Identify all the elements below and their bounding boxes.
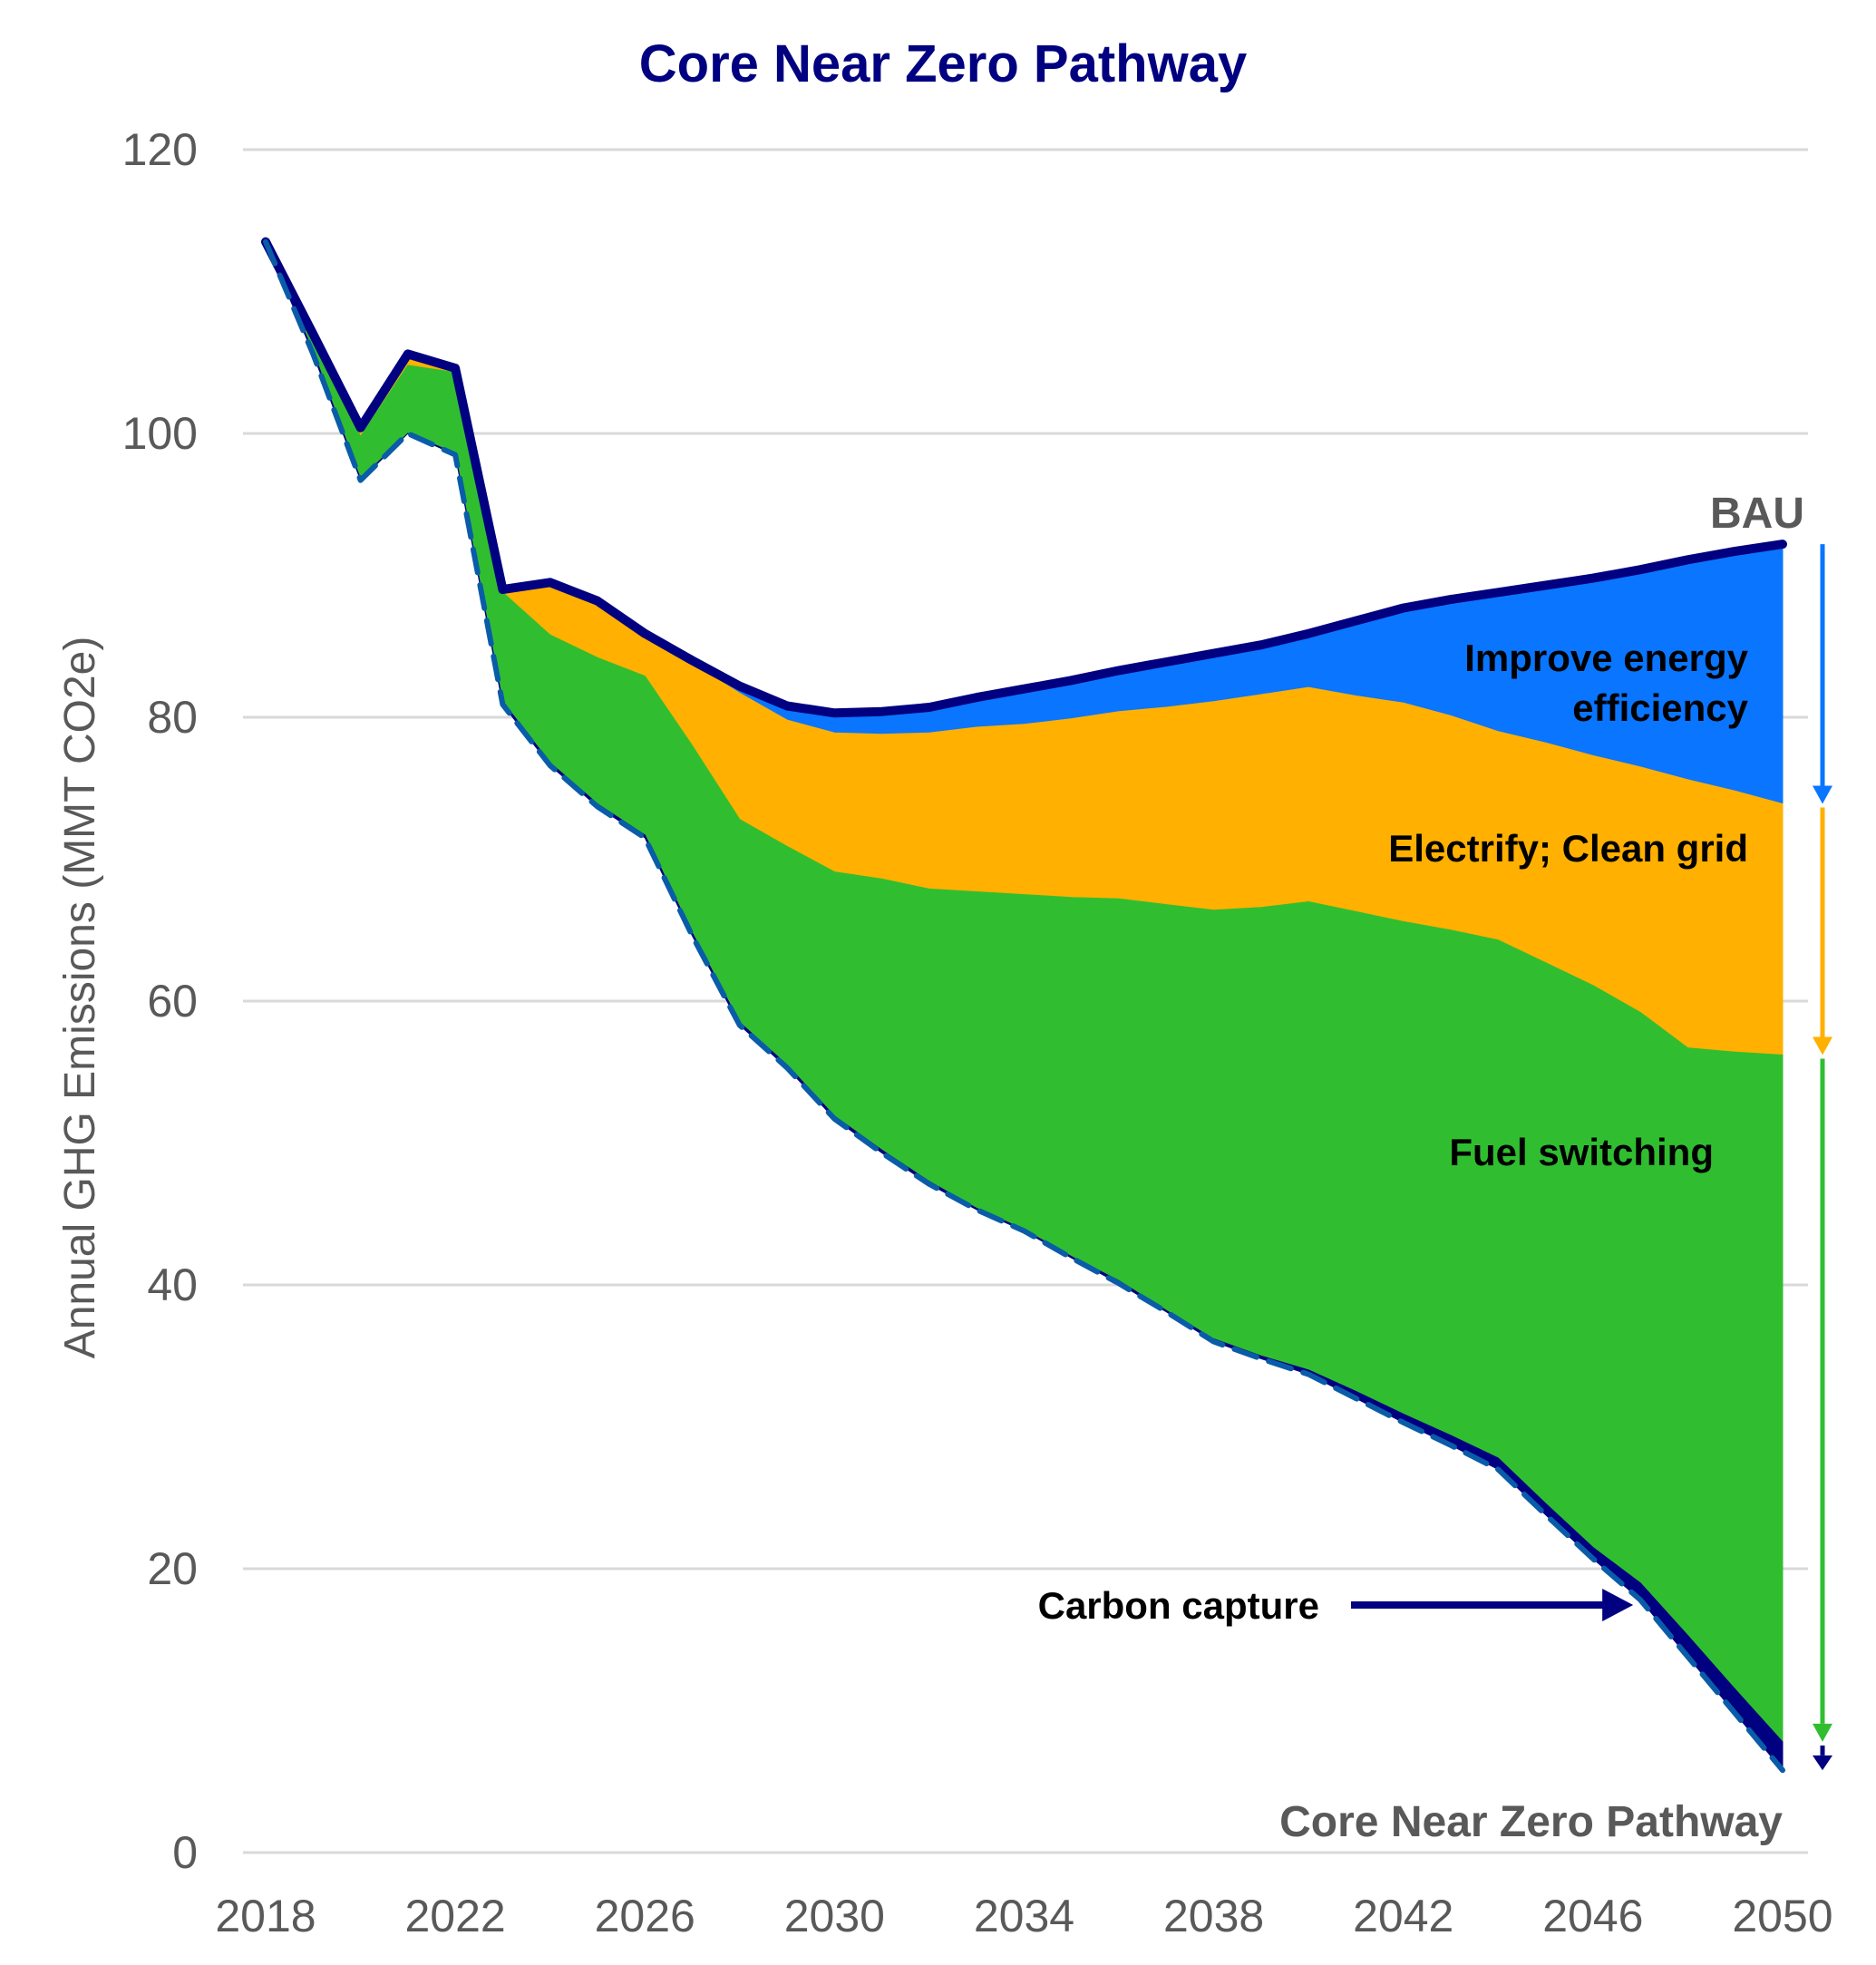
x-tick-label: 2030	[784, 1891, 885, 1941]
y-tick-label: 80	[147, 692, 198, 743]
y-tick-label: 0	[172, 1827, 198, 1878]
right-arrows	[1813, 544, 1832, 1771]
y-tick-label: 120	[122, 124, 198, 175]
fuel-switching-label: Fuel switching	[1449, 1131, 1714, 1173]
fuel-switching-arrow	[1813, 1058, 1832, 1742]
series-lines	[261, 237, 1787, 1774]
x-axis-ticks: 2018 2022 2026 2030 2034 2038 2042 2046 2050	[215, 1891, 1832, 1941]
x-tick-label: 2046	[1542, 1891, 1643, 1941]
carbon-capture-pointer-arrow	[1351, 1589, 1634, 1621]
efficiency-label-line2: efficiency	[1572, 686, 1748, 729]
bau-line	[261, 237, 1787, 718]
y-tick-label: 20	[147, 1543, 198, 1594]
stacked-areas	[265, 241, 1784, 1772]
x-tick-label: 2022	[405, 1891, 506, 1941]
chart-title: Core Near Zero Pathway	[639, 34, 1247, 93]
electrify-arrow	[1813, 807, 1832, 1055]
y-tick-label: 100	[122, 408, 198, 459]
carbon-capture-arrow	[1813, 1745, 1832, 1771]
area-improve-energy-efficiency	[265, 241, 1784, 805]
y-axis-ticks: 0 20 40 60 80 100 120	[122, 124, 198, 1878]
bau-label: BAU	[1710, 490, 1804, 538]
x-tick-label: 2042	[1353, 1891, 1453, 1941]
x-tick-label: 2026	[595, 1891, 695, 1941]
efficiency-label-line1: Improve energy	[1464, 637, 1748, 679]
y-tick-label: 60	[147, 976, 198, 1026]
x-tick-label: 2018	[215, 1891, 316, 1941]
electrify-label: Electrify; Clean grid	[1388, 827, 1748, 870]
x-tick-label: 2050	[1732, 1891, 1832, 1941]
x-tick-label: 2038	[1163, 1891, 1264, 1941]
core-near-zero-line	[263, 238, 1785, 1774]
y-tick-label: 40	[147, 1260, 198, 1310]
x-tick-label: 2034	[974, 1891, 1074, 1941]
core-near-zero-label: Core Near Zero Pathway	[1279, 1798, 1783, 1846]
carbon-capture-label: Carbon capture	[1038, 1584, 1319, 1627]
y-axis-label: Annual GHG Emissions (MMT CO2e)	[56, 637, 104, 1359]
efficiency-arrow	[1813, 544, 1832, 804]
